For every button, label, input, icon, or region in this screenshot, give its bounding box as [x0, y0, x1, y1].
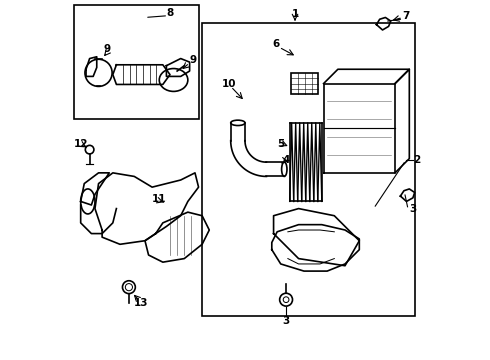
Text: 3: 3 — [409, 203, 416, 213]
Text: 2: 2 — [414, 156, 421, 165]
Text: 7: 7 — [402, 12, 410, 21]
Text: 3: 3 — [282, 316, 290, 326]
Text: 1: 1 — [292, 9, 298, 19]
Text: 11: 11 — [152, 194, 167, 203]
Bar — [202, 23, 415, 316]
Text: 6: 6 — [273, 39, 280, 49]
Text: 4: 4 — [282, 156, 290, 165]
Bar — [74, 5, 198, 119]
Text: 9: 9 — [190, 55, 197, 65]
Text: 10: 10 — [221, 78, 236, 89]
Text: 13: 13 — [134, 298, 148, 308]
Text: 8: 8 — [167, 8, 173, 18]
Bar — [292, 73, 318, 94]
Text: 12: 12 — [74, 139, 89, 149]
Text: 9: 9 — [104, 44, 111, 54]
Text: 5: 5 — [277, 139, 284, 149]
